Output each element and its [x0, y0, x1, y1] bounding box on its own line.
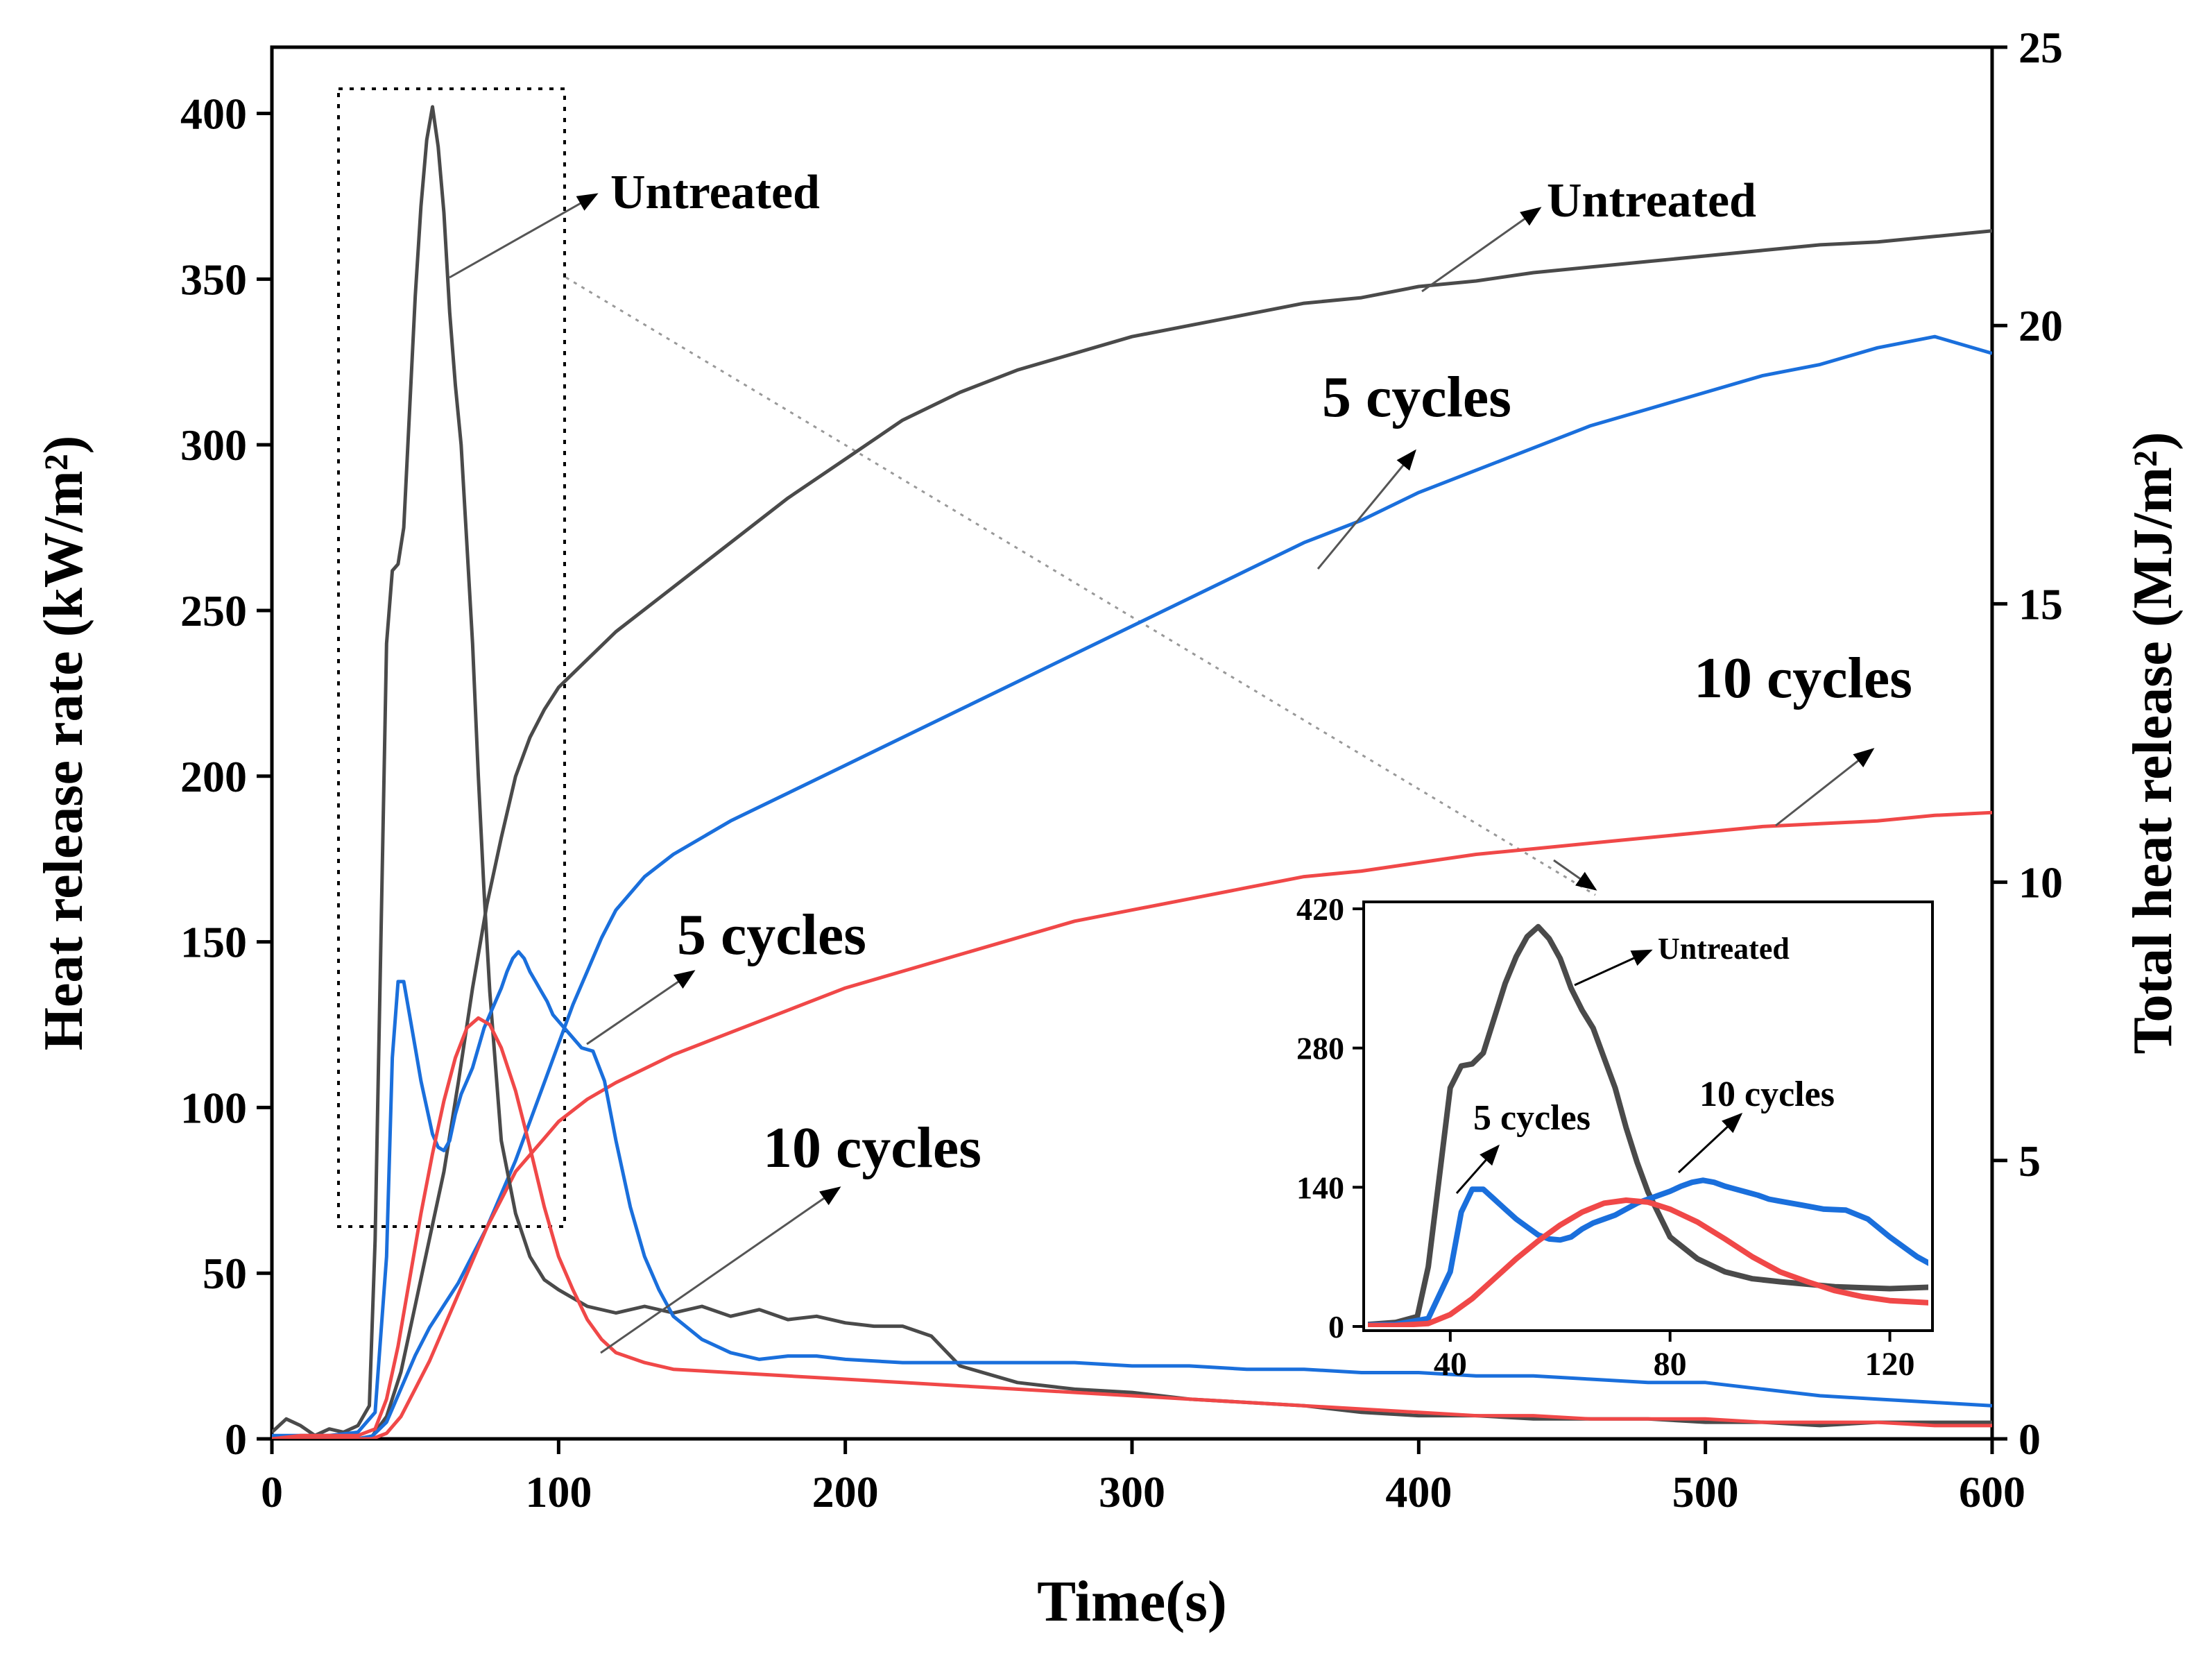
y-right-tick-label-25: 25: [2018, 23, 2063, 72]
inset-label-5cycles: 5 cycles: [1473, 1098, 1591, 1138]
hrr-line-untreated: [272, 105, 1992, 1437]
y-right-tick-label-20: 20: [2018, 301, 2063, 350]
x-axis-title: Time(s): [1037, 1569, 1227, 1634]
y-left-tick-label-300: 300: [180, 420, 247, 470]
arrow-hrr-5cycles: [586, 970, 696, 1045]
hrr-line-5-cycles: [272, 950, 1992, 1437]
zoom-connector-line: [565, 276, 1596, 896]
y-right-tick-label-5: 5: [2018, 1136, 2041, 1186]
y-right-tick-label-10: 10: [2018, 858, 2063, 907]
inset-arrow-untreated: [1574, 949, 1653, 987]
y-left-tick-label-200: 200: [180, 752, 247, 801]
inset-y-tick-label-0: 0: [1328, 1309, 1344, 1345]
y-right-tick-label-15: 15: [2018, 579, 2063, 629]
y-right-axis-title: Total heat release (MJ/m²): [2123, 432, 2184, 1054]
inset-x-tick-label-40: 40: [1434, 1346, 1467, 1383]
inset-background: [1364, 902, 1932, 1331]
inset-arrow-5cycles: [1455, 1144, 1500, 1194]
arrow-thr-untreated: [1421, 207, 1542, 293]
x-tick-label-500: 500: [1672, 1467, 1739, 1517]
inset-y-tick-label-140: 140: [1296, 1170, 1344, 1205]
y-left-tick-label-350: 350: [180, 255, 247, 304]
x-tick-label-0: 0: [261, 1467, 283, 1517]
annot-thr-5cycles: 5 cycles: [1322, 365, 1511, 429]
inset-hrr-line-10-cycles: [1368, 1197, 1928, 1327]
thr-line-5-cycles: [272, 334, 1992, 1439]
inset-x-tick-label-80: 80: [1654, 1346, 1687, 1383]
arrow-thr-5cycles: [1317, 449, 1416, 570]
inset-y-tick-label-280: 280: [1296, 1031, 1344, 1066]
arrow-hrr-untreated: [449, 193, 599, 279]
inset-frame: [1362, 900, 1934, 1332]
arrow-zoom-target: [1553, 859, 1597, 891]
inset-hrr-line-untreated: [1368, 923, 1928, 1327]
y-left-tick-label-250: 250: [180, 586, 247, 635]
y-left-tick-label-50: 50: [203, 1249, 247, 1298]
zoom-region-box: [337, 87, 566, 1228]
y-left-tick-label-400: 400: [180, 89, 247, 139]
hrr-line-10-cycles: [272, 1016, 1992, 1439]
x-tick-label-400: 400: [1385, 1467, 1452, 1517]
y-left-axis-title: Heat release rate (kW/m²): [33, 436, 94, 1051]
annot-thr-untreated: Untreated: [1547, 174, 1756, 228]
inset-label-10cycles: 10 cycles: [1699, 1075, 1835, 1114]
inset-label-untreated: Untreated: [1658, 932, 1790, 966]
thr-line-untreated: [272, 229, 1992, 1439]
thr-line-10-cycles: [272, 810, 1992, 1439]
annot-thr-10cycles: 10 cycles: [1694, 646, 1912, 710]
annot-hrr-untreated: Untreated: [610, 166, 820, 219]
y-left-tick-label-0: 0: [225, 1415, 247, 1464]
y-right-tick-label-0: 0: [2018, 1415, 2041, 1464]
y-left-tick-label-100: 100: [180, 1083, 247, 1132]
annot-hrr-10cycles: 10 cycles: [763, 1116, 981, 1180]
annot-hrr-5cycles: 5 cycles: [677, 903, 866, 967]
x-tick-label-300: 300: [1099, 1467, 1165, 1517]
inset-arrow-10cycles: [1677, 1112, 1743, 1174]
x-tick-label-100: 100: [525, 1467, 592, 1517]
arrow-thr-10cycles: [1775, 748, 1875, 827]
x-tick-label-200: 200: [812, 1467, 879, 1517]
x-tick-label-600: 600: [1959, 1467, 2025, 1517]
arrow-hrr-10cycles: [600, 1186, 841, 1354]
inset-x-tick-label-120: 120: [1865, 1346, 1915, 1383]
inset-y-tick-label-420: 420: [1296, 891, 1344, 927]
y-left-tick-label-150: 150: [180, 918, 247, 967]
